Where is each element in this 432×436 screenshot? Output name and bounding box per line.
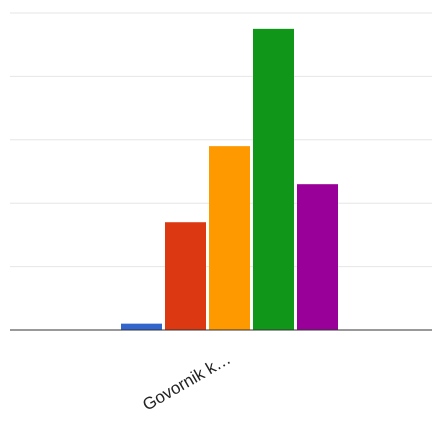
category-label: Govornik k…: [139, 349, 234, 415]
bar: [121, 323, 162, 330]
bars: [121, 28, 338, 330]
bar: [165, 222, 206, 330]
bar: [297, 184, 338, 330]
bar: [253, 28, 294, 330]
gridlines: [10, 12, 432, 268]
bar: [209, 146, 250, 330]
